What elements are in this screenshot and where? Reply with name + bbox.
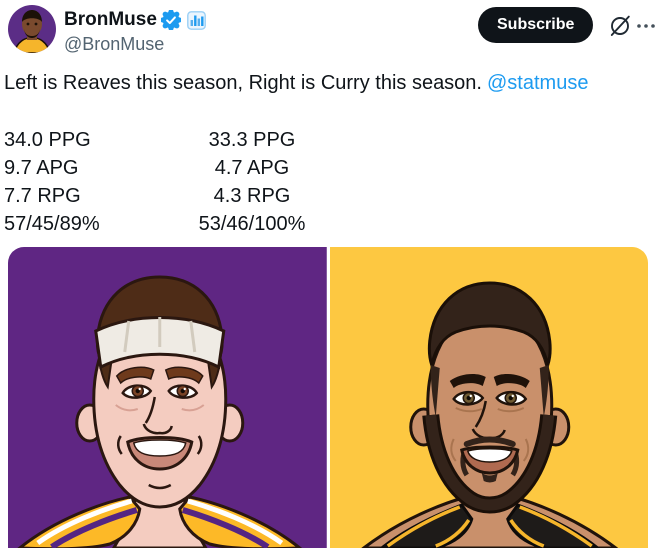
tweet-text: Left is Reaves this season, Right is Cur…	[4, 69, 656, 97]
reaves-illustration[interactable]	[8, 247, 327, 548]
verified-badge-icon	[160, 10, 181, 30]
user-identity: BronMuse @BronMuse	[64, 8, 206, 55]
subscribe-button[interactable]: Subscribe	[478, 7, 594, 43]
stat-right-rpg: 4.3 RPG	[213, 185, 291, 207]
more-options-icon[interactable]	[635, 15, 657, 37]
stat-row-ppg: 34.0 PPG 33.3 PPG	[4, 126, 320, 154]
display-name[interactable]: BronMuse	[64, 9, 157, 30]
stat-right-ppg: 33.3 PPG	[208, 129, 296, 151]
stat-right-splits: 53/46/100%	[198, 213, 306, 235]
user-handle[interactable]: @BronMuse	[64, 34, 165, 54]
stat-row-rpg: 7.7 RPG 4.3 RPG	[4, 182, 320, 210]
tweet-text-main: Left is Reaves this season, Right is Cur…	[4, 72, 482, 94]
bar-chart-icon	[187, 10, 206, 30]
avatar-illustration	[8, 5, 56, 53]
stat-row-apg: 9.7 APG 4.7 APG	[4, 154, 320, 182]
stat-left-rpg: 7.7 RPG	[4, 185, 81, 207]
avatar[interactable]	[8, 5, 56, 53]
stat-left-splits: 57/45/89%	[4, 213, 100, 235]
grok-icon[interactable]	[609, 15, 631, 37]
stat-right-apg: 4.7 APG	[214, 157, 290, 179]
reaves-drawing	[8, 247, 327, 548]
more-options-glyph	[637, 24, 655, 28]
stat-row-splits: 57/45/89% 53/46/100%	[4, 210, 320, 238]
mention-link[interactable]: @statmuse	[487, 72, 589, 94]
tweet-media	[8, 247, 648, 548]
curry-illustration[interactable]	[329, 247, 648, 548]
stats-block: 34.0 PPG 33.3 PPG 9.7 APG 4.7 APG 7.7 RP…	[4, 126, 320, 238]
curry-drawing	[329, 247, 648, 548]
grok-glyph	[610, 15, 630, 36]
stat-left-apg: 9.7 APG	[4, 157, 79, 179]
stat-left-ppg: 34.0 PPG	[4, 129, 91, 151]
